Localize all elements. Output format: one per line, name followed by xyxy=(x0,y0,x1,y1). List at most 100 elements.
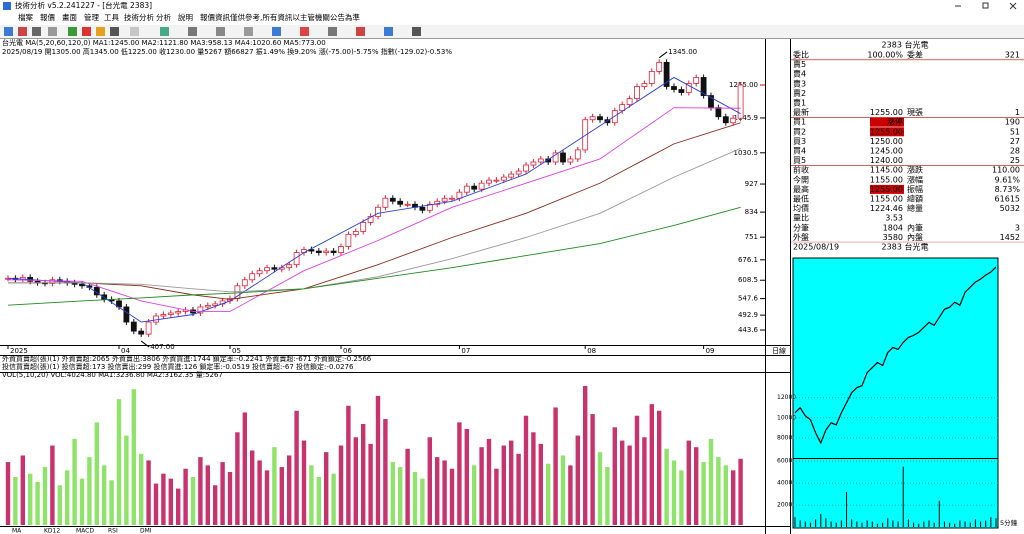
window-title: 技術分析 v5.2.241227 - [台光電 2383] xyxy=(15,0,152,10)
tool-icon[interactable] xyxy=(82,27,91,36)
candle xyxy=(434,200,441,205)
volume-bar xyxy=(146,460,151,525)
quote-value: 1804 xyxy=(883,223,903,232)
indicator-tab[interactable]: DMI xyxy=(140,528,152,534)
volume-bar xyxy=(405,448,410,525)
volume-bar xyxy=(634,415,640,525)
volume-bar xyxy=(509,440,514,525)
quote-qty: 51 xyxy=(1010,127,1020,136)
tool-icon[interactable] xyxy=(244,27,253,36)
volume-bar xyxy=(472,465,477,525)
candle xyxy=(700,77,707,96)
candle xyxy=(493,179,500,182)
quote-label: 買5 xyxy=(793,156,806,165)
candle xyxy=(648,71,655,84)
close-button[interactable] xyxy=(1009,2,1017,10)
tool-icon[interactable] xyxy=(188,27,197,36)
candle xyxy=(79,283,85,287)
quote-label: 現張 xyxy=(907,108,923,117)
candle xyxy=(545,158,552,163)
candle xyxy=(560,152,566,163)
candle xyxy=(271,267,278,270)
moving-average xyxy=(7,76,741,323)
annotation-line xyxy=(658,51,668,59)
candle xyxy=(626,98,633,106)
volume-bar xyxy=(731,470,736,525)
indicator-tab[interactable]: MA xyxy=(12,528,22,534)
indicator-tab[interactable]: MACD xyxy=(76,528,94,534)
quote-label: 外盤 xyxy=(793,232,809,242)
menu-item[interactable]: 技術分析 xyxy=(124,12,154,22)
menu-item[interactable]: 說明 xyxy=(178,12,193,22)
moving-average xyxy=(8,147,741,293)
annotation: 1345.00 xyxy=(668,48,697,56)
tool-icon[interactable] xyxy=(110,27,119,36)
volume-bar xyxy=(671,460,677,525)
tool-icon[interactable] xyxy=(18,27,27,36)
volume-bar xyxy=(235,432,240,525)
menu-item[interactable]: 檔案 xyxy=(18,12,33,22)
volume-bar xyxy=(79,478,85,525)
volume-bar xyxy=(427,437,432,525)
tool-icon[interactable] xyxy=(272,27,281,36)
y-tick-label: 1145.9 xyxy=(734,114,759,122)
candle xyxy=(500,176,507,181)
candle xyxy=(582,119,589,151)
quote-label: 今開 xyxy=(793,174,809,184)
tool-icon[interactable] xyxy=(384,27,393,36)
indicator-tab[interactable]: RSI xyxy=(108,528,118,534)
volume-bar xyxy=(723,465,728,525)
tool-icon[interactable] xyxy=(32,27,41,36)
indicator-tab[interactable]: KD12 xyxy=(44,528,60,534)
quote-value: 1255.00 xyxy=(870,108,903,117)
tool-icon[interactable] xyxy=(4,27,13,36)
quote-label: 賣5 xyxy=(793,59,806,69)
moving-average xyxy=(7,206,741,306)
tool-icon[interactable] xyxy=(130,27,139,36)
candle xyxy=(397,200,404,205)
volume-bar xyxy=(383,419,388,525)
volume-bar xyxy=(627,445,632,525)
maximize-button[interactable] xyxy=(982,2,989,9)
volume-bar xyxy=(464,428,469,525)
volume-bar xyxy=(65,470,70,525)
tool-icon[interactable] xyxy=(68,27,77,36)
volume-bar xyxy=(708,438,714,525)
candle xyxy=(249,273,256,281)
tool-icon[interactable] xyxy=(96,27,105,36)
menu-item[interactable]: 報價 xyxy=(40,13,55,22)
menu-item[interactable]: 分析 xyxy=(156,12,171,22)
candle xyxy=(634,86,640,99)
period-label: 日線 xyxy=(772,346,786,355)
quote-value: 1 xyxy=(1015,108,1020,117)
intraday-tick-label: 6000 xyxy=(777,458,792,465)
volume-bar xyxy=(679,470,684,525)
quote-value: 3.53 xyxy=(885,214,903,223)
chart-info: 2025/08/19 開1305.00 高1345.00 低1225.00 收1… xyxy=(2,47,452,56)
candle xyxy=(523,164,529,172)
tool-icon[interactable] xyxy=(160,27,169,36)
tool-icon[interactable] xyxy=(300,27,309,36)
intraday-line xyxy=(794,266,997,445)
menu-item[interactable]: 畫面 xyxy=(62,12,77,22)
menu-item[interactable]: 管理 xyxy=(84,12,99,22)
volume-bar xyxy=(131,389,136,525)
quote-label: 均價 xyxy=(793,203,809,213)
menu-item[interactable]: 工具 xyxy=(104,13,119,22)
candle xyxy=(175,311,182,314)
volume-bar xyxy=(568,465,573,525)
candle xyxy=(204,305,211,308)
tool-icon[interactable] xyxy=(48,27,57,36)
tool-icon[interactable] xyxy=(328,27,337,36)
y-tick-label: 927 xyxy=(745,180,758,188)
volume-bar xyxy=(257,460,262,525)
tool-icon[interactable] xyxy=(356,27,365,36)
menu-item: 報價資訊僅供參考,所有資訊以主管機關公告為準 xyxy=(200,12,360,22)
volume-bar xyxy=(546,463,551,525)
tool-icon[interactable] xyxy=(216,27,225,36)
indicator-info: VOL(5,10,20) VOL:4024.80 MA1:3236.80 MA2… xyxy=(2,371,223,379)
y-tick-label: 1030.5 xyxy=(734,149,759,157)
tool-icon[interactable] xyxy=(412,27,421,36)
volume-bar xyxy=(287,455,292,525)
quote-value: 1452 xyxy=(1000,233,1020,242)
